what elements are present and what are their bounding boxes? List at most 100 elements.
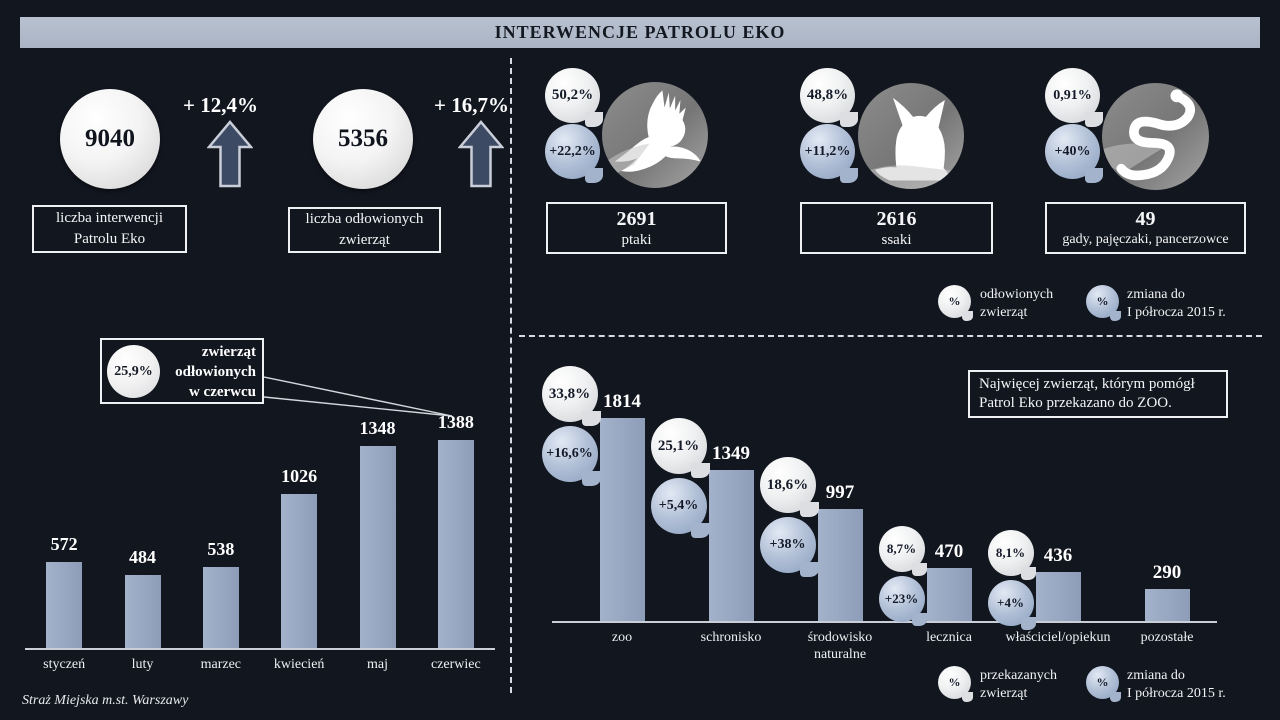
bar-value-label: 470 (934, 541, 964, 562)
bar-zoo (599, 418, 645, 621)
monthly-catches-chart: 572 styczeń 484 luty 538 marzec 1026 kwiecień 13… (25, 412, 495, 672)
reptiles-label: gady, pajęczaki, pancerzowce (1062, 232, 1229, 248)
birds-count: 2691 (616, 207, 657, 230)
callout-connector-lines (264, 376, 453, 417)
percent-white-legend-icon: % (938, 666, 973, 702)
birds-share-bubble: 50,2% (545, 68, 604, 128)
horizontal-divider (519, 335, 1262, 337)
june-callout-pct: 25,9% (107, 345, 160, 398)
caught-animals-circle: 5356 (313, 89, 413, 189)
change-bubble: +16,6% (541, 426, 601, 487)
reptiles-change-bubble: +40% (1045, 124, 1104, 184)
mammals-count: 2616 (876, 207, 917, 230)
bar-category-label: luty (131, 657, 154, 672)
zoo-note-box: Najwięcej zwierząt, którym pomógł Patrol… (968, 370, 1228, 418)
header-bar: INTERWENCJE PATROLU EKO (20, 17, 1260, 48)
bar-category-label: zoo (611, 630, 633, 645)
share-bubble-text: 25,1% (657, 437, 700, 454)
interventions-label-box: liczba interwencji Patrolu Eko (32, 205, 187, 253)
mammals-change-bubble: +11,2% (800, 124, 859, 184)
bar-kwiecień (281, 494, 318, 648)
bar-category-label: marzec (200, 657, 242, 672)
june-callout-box: 25,9% zwierząt odłowionych w czerwcu (100, 338, 264, 404)
bar-value-label: 997 (825, 482, 855, 503)
percent-blue-legend-icon: % (1086, 285, 1121, 321)
bar-category-label: czerwiec (430, 657, 481, 672)
caught-animals-label-box: liczba odłowionych zwierząt (288, 207, 441, 253)
bar-category-label: styczeń (43, 657, 86, 672)
bar-lecznica (926, 568, 972, 621)
interventions-count: 9040 (85, 125, 135, 152)
change-bubble: +4% (987, 580, 1037, 630)
bar-category-label: pozostałe (1140, 630, 1194, 645)
june-callout-text: zwierząt odłowionych w czerwcu (175, 344, 256, 400)
caught-animals-count: 5356 (338, 125, 388, 152)
bar-category-label: maj (366, 657, 388, 672)
interventions-count-circle: 9040 (60, 89, 160, 189)
bar-category-label: właściciel/opiekun (1005, 630, 1111, 645)
bar-właściciel/opiekun (1035, 572, 1081, 621)
bar-środowisko naturalne (817, 509, 863, 621)
bar-value-label: 572 (50, 534, 78, 554)
up-arrow-icon (207, 120, 253, 188)
bar-value-label: 538 (207, 539, 235, 559)
page-title: INTERWENCJE PATROLU EKO (494, 22, 786, 42)
bar-value-label: 1814 (603, 391, 641, 412)
reptiles-stat-box: 49 gady, pajęczaki, pancerzowce (1045, 202, 1246, 254)
source-credit: Straż Miejska m.st. Warszawy (22, 693, 189, 708)
bar-marzec (202, 567, 239, 648)
change-bubble-text: +4% (997, 595, 1024, 610)
mammals-share-bubble: 48,8% (800, 68, 859, 128)
legend-change-label: zmiana do I półrocza 2015 r. (1127, 668, 1226, 701)
change-bubble-text: +38% (769, 537, 806, 552)
change-bubble-text: +16,6% (546, 446, 593, 461)
mammals-label: ssaki (881, 231, 912, 248)
share-bubble-text: 18,6% (766, 476, 809, 493)
mammals-stat-box: 2616 ssaki (800, 202, 993, 254)
bird-icon (602, 82, 708, 188)
bar-value-label: 1349 (712, 443, 750, 464)
share-bubble: 18,6% (759, 457, 819, 518)
animal-destination-chart: 1814 zoo 33,8% +16,6% 1349 schronisko 25,1% +5,… (541, 366, 1217, 662)
share-bubble: 8,7% (878, 526, 928, 576)
change-bubble: +23% (878, 576, 928, 626)
reptiles-count: 49 (1135, 208, 1156, 231)
bar-pozostałe (1144, 589, 1190, 621)
legend-transferred-label: przekazanych zwierząt (980, 668, 1057, 701)
bar-category-label: środowisko naturalne (807, 630, 873, 662)
share-bubble-text: 8,1% (995, 545, 1026, 560)
legend-change-label: zmiana do I półrocza 2015 r. (1127, 287, 1226, 320)
birds-change-bubble: +22,2% (545, 124, 604, 184)
bar-luty (124, 575, 161, 648)
dog-icon (858, 83, 964, 189)
change-bubble-text: +23% (884, 591, 919, 606)
bar-category-label: lecznica (926, 630, 972, 645)
bar-maj (359, 446, 396, 648)
bar-value-label: 484 (129, 547, 156, 567)
bar-value-label: 436 (1043, 545, 1073, 566)
share-bubble-text: 33,8% (548, 385, 591, 402)
change-bubble: +5,4% (650, 478, 710, 539)
change-bubble-text: +5,4% (658, 498, 699, 513)
bar-category-label: schronisko (700, 630, 762, 645)
change-bubble: +38% (759, 517, 819, 578)
interventions-change: + 12,4% (183, 93, 258, 117)
bar-schronisko (708, 470, 754, 621)
percent-blue-legend-icon: % (1086, 666, 1121, 702)
share-bubble-text: 8,7% (886, 541, 917, 556)
bar-category-label: kwiecień (273, 657, 325, 672)
percent-white-legend-icon: % (938, 285, 973, 321)
share-bubble: 8,1% (987, 530, 1037, 580)
legend-caught-label: odłowionych zwierząt (980, 287, 1054, 320)
caught-animals-change: + 16,7% (434, 93, 509, 117)
share-bubble: 33,8% (541, 366, 601, 427)
bar-styczeń (46, 562, 83, 648)
bar-value-label: 1388 (437, 412, 474, 432)
vertical-divider (510, 58, 512, 693)
birds-label: ptaki (621, 231, 652, 248)
bar-value-label: 290 (1152, 562, 1182, 583)
bar-value-label: 1026 (281, 466, 318, 486)
reptiles-share-bubble: 0,91% (1045, 68, 1104, 128)
birds-stat-box: 2691 ptaki (546, 202, 727, 254)
